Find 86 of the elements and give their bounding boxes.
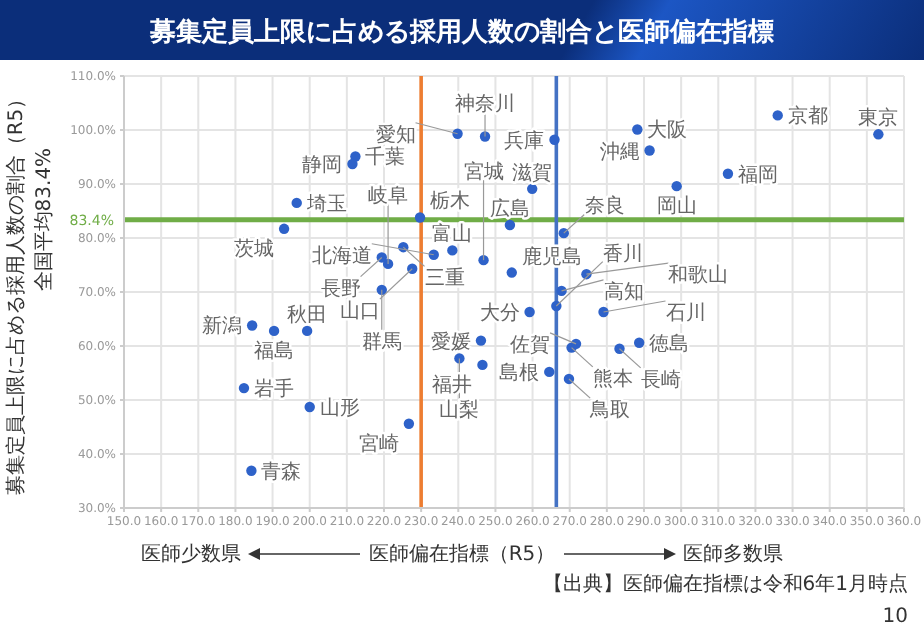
point bbox=[347, 158, 358, 170]
point bbox=[478, 254, 489, 266]
annotation: 宮城 bbox=[463, 160, 504, 185]
point bbox=[524, 306, 535, 318]
annotation: 宮崎 bbox=[358, 431, 399, 456]
annotation: 福島 bbox=[254, 338, 295, 363]
point bbox=[614, 343, 625, 354]
annotation: 静岡 bbox=[302, 153, 343, 178]
point bbox=[722, 168, 734, 179]
annotation: 長野 bbox=[320, 278, 361, 301]
annotation: 栃木 bbox=[430, 189, 471, 214]
x-axis-title: 医師偏在指標（R5） bbox=[368, 541, 556, 568]
point bbox=[376, 284, 387, 296]
point bbox=[246, 465, 257, 476]
point bbox=[268, 325, 280, 337]
text: 全国平均83.4% bbox=[32, 147, 56, 292]
annotation: 佐賀 bbox=[510, 332, 551, 357]
point bbox=[644, 145, 655, 156]
annotation: 福岡 bbox=[737, 162, 778, 187]
annotation: 大分 bbox=[479, 300, 520, 325]
chart-title: 募集定員上限に占める採用人数の割合と医師偏在指標 bbox=[148, 15, 776, 50]
text: 10 bbox=[882, 606, 908, 628]
annotation: 奈良 bbox=[584, 193, 625, 218]
annotation: 神奈川 bbox=[455, 92, 516, 117]
point bbox=[278, 223, 290, 235]
annotation: 岩手 bbox=[253, 377, 294, 402]
annotation: 鳥取 bbox=[588, 398, 631, 423]
point bbox=[558, 227, 569, 239]
point bbox=[632, 124, 643, 135]
annotation: 長崎 bbox=[640, 367, 681, 392]
point bbox=[671, 180, 682, 192]
point bbox=[527, 183, 538, 195]
annotation: 石川 bbox=[665, 300, 706, 325]
annotation: 群馬 bbox=[361, 329, 402, 354]
point bbox=[407, 263, 418, 274]
point bbox=[477, 359, 488, 371]
point bbox=[304, 401, 315, 413]
point bbox=[291, 197, 302, 209]
annotation: 茨城 bbox=[234, 236, 275, 261]
annotation: 北海道 bbox=[311, 243, 372, 268]
text: 【出典】医師偏在指標は令和6年1月時点 bbox=[542, 571, 908, 598]
point bbox=[506, 267, 517, 278]
annotation: 愛媛 bbox=[430, 329, 471, 354]
point bbox=[454, 353, 465, 364]
annotation: 三重 bbox=[424, 266, 465, 291]
annotation: 富山 bbox=[432, 222, 473, 247]
point bbox=[772, 110, 783, 121]
annotation: 沖縄 bbox=[599, 139, 640, 164]
point bbox=[301, 325, 313, 337]
text: 医師少数県 bbox=[140, 541, 241, 568]
annotation: 広島 bbox=[489, 197, 530, 222]
annotation: 兵庫 bbox=[504, 128, 545, 153]
annotation: 徳島 bbox=[649, 331, 690, 356]
annotation: 愛知 bbox=[375, 122, 416, 147]
annotation: 山形 bbox=[319, 396, 360, 421]
annotation: 島根 bbox=[499, 360, 540, 385]
annotation: 和歌山 bbox=[668, 263, 729, 288]
point bbox=[447, 245, 458, 256]
point bbox=[414, 212, 426, 223]
annotation: 秋田 bbox=[287, 302, 328, 327]
point bbox=[544, 366, 555, 378]
annotation: 埼玉 bbox=[304, 191, 347, 216]
annotation: 岡山 bbox=[656, 194, 697, 219]
y-axis-title: 募集定員上限に占める採用人数の割合（R5） bbox=[4, 88, 28, 496]
annotation: 東京 bbox=[858, 106, 899, 131]
point bbox=[246, 320, 258, 331]
annotation: 青森 bbox=[261, 459, 302, 484]
point bbox=[504, 219, 516, 231]
annotation: 熊本 bbox=[592, 366, 633, 391]
annotation: 新潟 bbox=[202, 314, 243, 339]
annotation: 岐阜 bbox=[368, 183, 409, 208]
point bbox=[475, 335, 487, 346]
annotation: 京都 bbox=[787, 104, 828, 129]
point bbox=[238, 382, 250, 394]
annotation: 滋賀 bbox=[512, 160, 553, 185]
point bbox=[549, 134, 560, 145]
annotation: 大阪 bbox=[647, 118, 688, 143]
annotation: 香川 bbox=[602, 241, 643, 266]
annotation: 高知 bbox=[603, 279, 644, 304]
annotation: 山梨 bbox=[439, 398, 480, 423]
text: 医師多数県 bbox=[683, 542, 784, 568]
annotation: 山口 bbox=[339, 299, 380, 324]
point bbox=[403, 418, 415, 429]
annotation: 千葉 bbox=[365, 145, 406, 170]
point bbox=[873, 129, 884, 140]
point bbox=[633, 337, 645, 348]
